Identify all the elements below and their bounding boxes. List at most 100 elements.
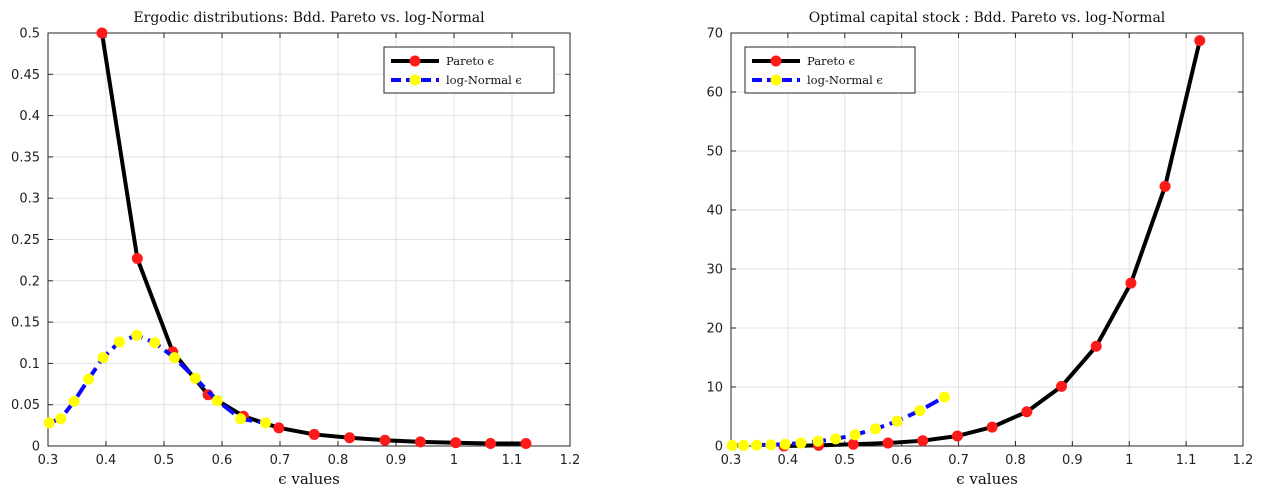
data-point-pareto bbox=[308, 428, 320, 440]
legend-entry-label: log-Normal ϵ bbox=[807, 73, 883, 87]
data-point-lognormal bbox=[149, 337, 161, 349]
x-tick-label: 0.9 bbox=[1062, 453, 1083, 468]
y-tick-label: 0.2 bbox=[19, 274, 40, 289]
data-point-lognormal bbox=[891, 415, 903, 427]
data-point-pareto bbox=[96, 27, 108, 39]
data-point-pareto bbox=[379, 434, 391, 446]
data-point-pareto bbox=[847, 438, 859, 450]
data-point-pareto bbox=[986, 421, 998, 433]
x-tick-label: 0.4 bbox=[778, 453, 799, 468]
y-tick-label: 0.35 bbox=[11, 150, 40, 165]
data-point-pareto bbox=[520, 438, 532, 450]
y-tick-label: 20 bbox=[706, 322, 723, 337]
y-tick-label: 0.05 bbox=[11, 398, 40, 413]
data-point-pareto bbox=[917, 435, 929, 447]
data-point-pareto bbox=[1021, 406, 1033, 418]
x-tick-label: 0.5 bbox=[834, 453, 855, 468]
data-point-lognormal bbox=[765, 439, 777, 451]
data-point-lognormal bbox=[68, 395, 80, 407]
x-tick-label: 1 bbox=[450, 453, 458, 468]
y-tick-label: 0.3 bbox=[19, 192, 40, 207]
chart-title: Optimal capital stock : Bdd. Pareto vs. … bbox=[809, 10, 1166, 26]
x-tick-label: 1.1 bbox=[1176, 453, 1197, 468]
y-tick-label: 0.25 bbox=[11, 233, 40, 248]
data-point-lognormal bbox=[83, 373, 95, 385]
data-point-pareto bbox=[414, 436, 426, 448]
x-tick-label: 0.8 bbox=[328, 453, 349, 468]
data-point-pareto bbox=[1056, 380, 1068, 392]
data-point-pareto bbox=[1159, 180, 1171, 192]
y-tick-label: 0 bbox=[32, 440, 40, 455]
y-tick-label: 0.45 bbox=[11, 68, 40, 83]
series-line-pareto bbox=[783, 40, 1202, 448]
legend-marker bbox=[770, 74, 782, 86]
y-tick-label: 50 bbox=[706, 145, 723, 160]
x-tick-label: 0.3 bbox=[38, 453, 59, 468]
legend-marker bbox=[770, 55, 782, 67]
y-tick-label: 0.5 bbox=[19, 27, 40, 42]
legend-marker bbox=[409, 55, 421, 67]
legend-box bbox=[383, 46, 555, 94]
x-tick-label: 0.5 bbox=[154, 453, 175, 468]
x-tick-label: 0.6 bbox=[891, 453, 912, 468]
data-point-lognormal bbox=[726, 439, 738, 451]
data-point-lognormal bbox=[812, 435, 824, 447]
legend-entry-label: log-Normal ϵ bbox=[446, 73, 522, 87]
legend-entry-label: Pareto ϵ bbox=[807, 54, 855, 68]
data-point-lognormal bbox=[189, 372, 201, 384]
legend: Pareto ϵ log-Normal ϵ bbox=[383, 46, 555, 94]
data-point-lognormal bbox=[97, 352, 109, 364]
y-tick-label: 70 bbox=[706, 27, 723, 42]
data-point-lognormal bbox=[43, 417, 55, 429]
data-point-pareto bbox=[951, 430, 963, 442]
data-point-pareto bbox=[1194, 35, 1206, 47]
legend-entry-label: Pareto ϵ bbox=[446, 54, 494, 68]
y-tick-label: 0.15 bbox=[11, 316, 40, 331]
y-tick-label: 0.4 bbox=[19, 109, 40, 124]
data-point-lognormal bbox=[849, 429, 861, 441]
x-tick-label: 0.6 bbox=[212, 453, 233, 468]
data-point-lognormal bbox=[211, 395, 223, 407]
y-tick-label: 30 bbox=[706, 263, 723, 278]
data-point-lognormal bbox=[938, 391, 950, 403]
y-tick-label: 60 bbox=[706, 86, 723, 101]
data-point-lognormal bbox=[830, 433, 842, 445]
x-tick-label: 1 bbox=[1125, 453, 1133, 468]
data-point-lognormal bbox=[260, 417, 271, 429]
data-point-pareto bbox=[344, 432, 356, 444]
data-point-pareto bbox=[1090, 340, 1102, 352]
data-point-pareto bbox=[882, 437, 894, 449]
data-point-pareto bbox=[1125, 277, 1137, 289]
data-point-lognormal bbox=[751, 439, 763, 451]
x-tick-label: 0.7 bbox=[270, 453, 291, 468]
y-tick-label: 0 bbox=[715, 440, 723, 455]
chart-panel-2: 0.3 0.4 0.5 0.6 0.7 0.8 0.9 1 1.1 1.2 0 10 20 30 40 50 6… bbox=[706, 10, 1253, 488]
y-tick-label: 10 bbox=[706, 381, 723, 396]
data-point-lognormal bbox=[738, 439, 750, 451]
data-point-lognormal bbox=[795, 437, 807, 449]
y-tick-label: 40 bbox=[706, 204, 723, 219]
data-point-pareto bbox=[273, 422, 285, 434]
x-tick-label: 1.2 bbox=[1233, 453, 1254, 468]
x-axis-label: ϵ values bbox=[278, 470, 340, 488]
data-point-lognormal bbox=[235, 413, 247, 425]
data-point-pareto bbox=[450, 437, 462, 449]
x-tick-label: 0.9 bbox=[386, 453, 407, 468]
chart-title: Ergodic distributions: Bdd. Pareto vs. l… bbox=[133, 10, 485, 26]
data-point-lognormal bbox=[779, 438, 791, 450]
data-point-lognormal bbox=[168, 352, 180, 364]
x-tick-label: 0.7 bbox=[948, 453, 969, 468]
data-point-pareto bbox=[131, 252, 143, 264]
legend-marker bbox=[409, 74, 421, 86]
data-point-lognormal bbox=[131, 329, 143, 341]
data-point-lognormal bbox=[55, 413, 67, 425]
y-tick-label: 0.1 bbox=[19, 357, 40, 372]
x-axis-label: ϵ values bbox=[956, 470, 1018, 488]
legend: Pareto ϵ log-Normal ϵ bbox=[744, 46, 916, 94]
data-point-pareto bbox=[485, 438, 497, 450]
data-point-lognormal bbox=[113, 336, 125, 348]
legend-box bbox=[744, 46, 916, 94]
x-tick-label: 0.8 bbox=[1005, 453, 1026, 468]
x-tick-label: 1.1 bbox=[502, 453, 523, 468]
x-tick-label: 0.4 bbox=[96, 453, 117, 468]
